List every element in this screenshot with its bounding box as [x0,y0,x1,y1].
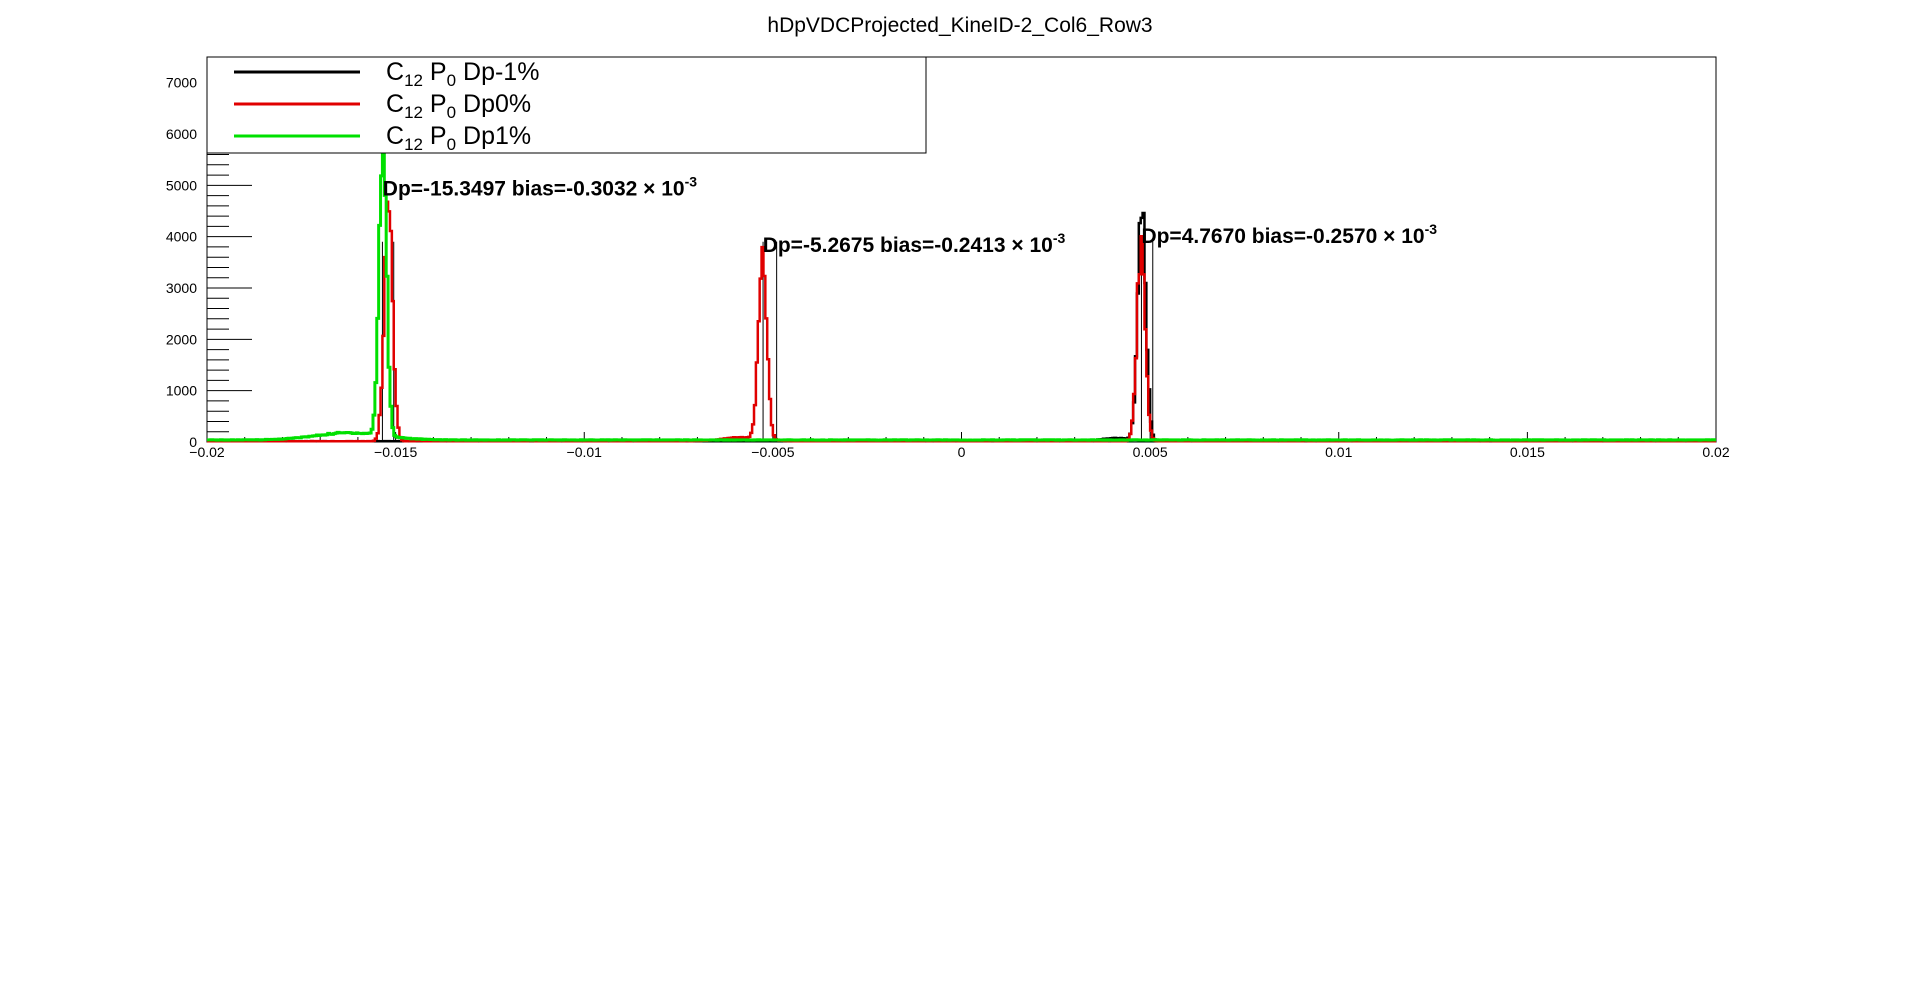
legend-label-part: Dp0% [456,90,531,118]
peak-annotation-exponent: -3 [1053,230,1066,246]
x-tick-label: 0.02 [1702,444,1729,460]
peak-annotation: Dp=-5.2675 bias=-0.2413 × 10-3 [763,230,1066,257]
legend-label-subscript: 12 [404,103,423,122]
legend-label-subscript: 0 [447,103,456,122]
histogram-series-line [207,141,1716,442]
x-tick-label: 0 [958,444,966,460]
legend: C12 P0 Dp-1%C12 P0 Dp0%C12 P0 Dp1% [206,56,927,154]
peak-annotation: Dp=-15.3497 bias=-0.3032 × 10-3 [383,174,697,201]
legend-label-subscript: 0 [447,135,456,154]
legend-label-part: Dp1% [456,122,531,150]
x-tick-label: 0.005 [1133,444,1168,460]
y-tick-label: 7000 [166,75,197,91]
legend-label-part: P [423,90,447,118]
legend-label-part: P [423,58,447,86]
y-tick-label: 1000 [166,383,197,399]
legend-label: C12 P0 Dp-1% [386,58,539,90]
peak-annotation-exponent: -3 [685,174,698,190]
legend-label: C12 P0 Dp1% [386,122,531,154]
legend-label-part: Dp-1% [456,58,539,86]
x-tick-label: −0.01 [567,444,603,460]
y-tick-label: 0 [189,434,197,450]
series-group [207,141,1716,443]
legend-label-subscript: 12 [404,71,423,90]
legend-label-part: C [386,90,404,118]
peak-annotation-text: Dp=4.7670 bias=-0.2570 × 10 [1141,225,1424,248]
x-axis: −0.02 −0.015 −0.01 −0.005 0 0.005 0.01 0.015 0.0… [189,432,1730,460]
legend-label-part: P [423,122,447,150]
x-tick-label: −0.005 [751,444,794,460]
chart-title: hDpVDCProjected_KineID-2_Col6_Row3 [767,14,1152,37]
legend-label-subscript: 12 [404,135,423,154]
annotations: Dp=-15.3497 bias=-0.3032 × 10-3Dp=-5.267… [383,174,1437,257]
x-tick-label: −0.015 [374,444,417,460]
x-tick-label: −0.02 [189,444,225,460]
legend-label-part: C [386,122,404,150]
y-tick-label: 5000 [166,177,197,193]
legend-label-part: C [386,58,404,86]
peak-annotation-text: Dp=-15.3497 bias=-0.3032 × 10 [383,178,685,201]
peak-annotation-exponent: -3 [1425,221,1438,237]
y-tick-label: 2000 [166,331,197,347]
peak-annotation-text: Dp=-5.2675 bias=-0.2413 × 10 [763,234,1053,257]
x-tick-label: 0.015 [1510,444,1545,460]
legend-label-subscript: 0 [447,71,456,90]
y-tick-label: 3000 [166,280,197,296]
y-tick-label: 4000 [166,229,197,245]
y-tick-label: 6000 [166,126,197,142]
legend-label: C12 P0 Dp0% [386,90,531,122]
x-tick-label: 0.01 [1325,444,1352,460]
peak-annotation: Dp=4.7670 bias=-0.2570 × 10-3 [1141,221,1437,248]
